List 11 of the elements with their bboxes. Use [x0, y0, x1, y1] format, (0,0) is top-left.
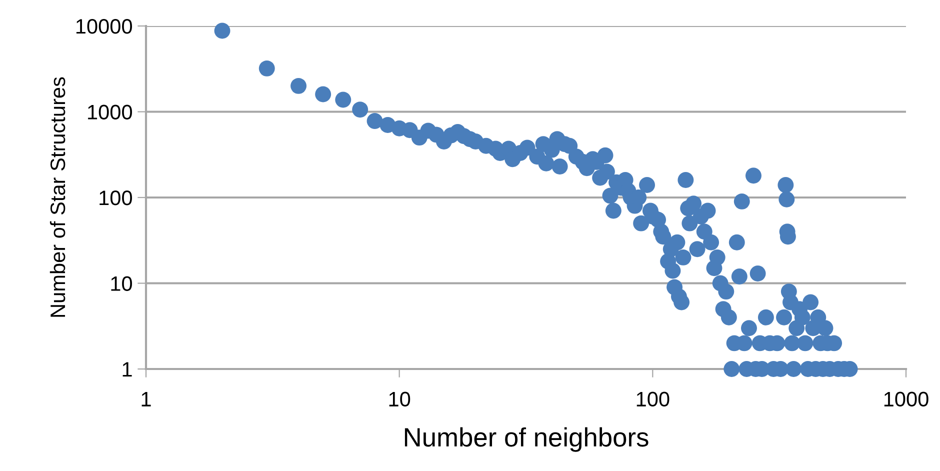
x-tick-label: 100 [636, 392, 670, 407]
x-tick-label: 1000 [884, 392, 928, 407]
x-axis-title: Number of neighbors [404, 427, 648, 452]
y-axis-title: Number of Star Structures [50, 77, 66, 317]
y-tick-label: 1000 [88, 104, 132, 120]
x-tick-label: 1 [142, 392, 151, 406]
y-tick-label: 10 [111, 276, 132, 292]
x-tick-label: 10 [389, 392, 410, 407]
y-tick-label: 1 [122, 362, 132, 377]
y-tick-label: 10000 [76, 19, 132, 34]
y-tick-label: 100 [100, 190, 132, 206]
